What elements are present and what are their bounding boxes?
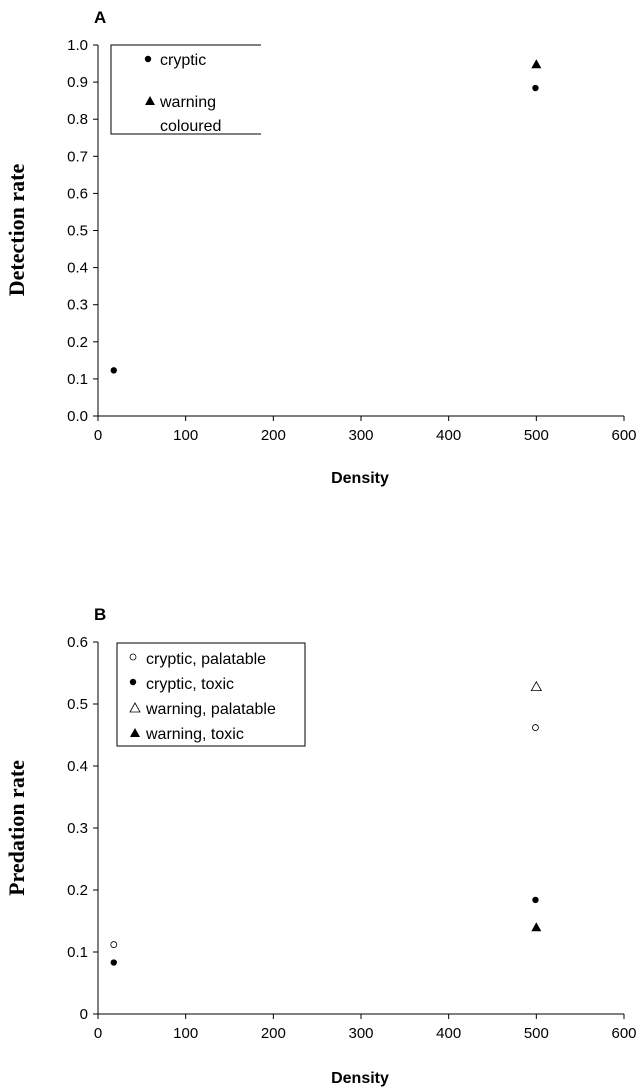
y-tick-label-b: 0.2 [67, 882, 88, 899]
x-tick-label-b: 600 [611, 1025, 636, 1042]
legend-frame-b [116, 642, 306, 747]
x-tick-label-b: 300 [348, 1025, 373, 1042]
legend-marker-cryptic-toxic [129, 678, 137, 686]
y-tick-label-b: 0.1 [67, 944, 88, 961]
legend-label-cryptic-toxic: cryptic, toxic [146, 676, 234, 693]
y-tick-label-b: 0.5 [67, 696, 88, 713]
x-tick-label-a: 300 [348, 427, 373, 444]
y-tick-label-a: 0.9 [67, 74, 88, 91]
y-tick-label-a: 0.6 [67, 185, 88, 202]
y-tick-label-a: 0.8 [67, 111, 88, 128]
chart-panel-a: A 0.0 0.1 0.2 0.3 0.4 0.5 0.6 0.7 0.8 0.9 1.0 0 100… [4, 8, 637, 487]
y-tick-label-a: 0.5 [67, 223, 88, 240]
x-tick-label-a: 100 [173, 427, 198, 444]
legend-a: cryptic warning coloured [110, 44, 261, 135]
data-point-cryptic-palatable [532, 724, 539, 731]
chart-panel-b: B 0 0.1 0.2 0.3 0.4 0.5 0.6 0 100 200 300 400 500 60… [4, 605, 637, 1087]
y-tick-label-b: 0.3 [67, 820, 88, 837]
x-tick-label-a: 0 [94, 427, 102, 444]
y-tick-label-a: 0.4 [67, 260, 88, 277]
x-tick-label-b: 200 [261, 1025, 286, 1042]
y-tick-label-a: 0.2 [67, 334, 88, 351]
y-tick-label-b: 0 [80, 1006, 88, 1023]
x-ticks-a: 0 100 200 300 400 500 600 [94, 416, 637, 444]
panel-label-a: A [94, 8, 106, 27]
legend-marker-warning-coloured [145, 96, 155, 105]
x-tick-label-b: 500 [524, 1025, 549, 1042]
x-tick-label-a: 400 [436, 427, 461, 444]
x-tick-label-b: 100 [173, 1025, 198, 1042]
data-point-warning-toxic [531, 922, 542, 932]
legend-label-warning-line1: warning [159, 94, 216, 111]
data-point-cryptic-toxic [110, 959, 117, 966]
x-axis-label-a: Density [331, 470, 389, 487]
data-point-cryptic [110, 367, 117, 374]
legend-label-cryptic: cryptic [160, 52, 206, 69]
data-point-cryptic-palatable [110, 941, 118, 948]
y-ticks-b: 0 0.1 0.2 0.3 0.4 0.5 0.6 [67, 634, 98, 1023]
x-tick-label-a: 600 [611, 427, 636, 444]
data-point-cryptic-toxic [532, 896, 539, 904]
y-axis-label-a: Detection rate [4, 164, 29, 297]
x-tick-label-a: 500 [524, 427, 549, 444]
y-tick-label-a: 0.0 [67, 408, 88, 425]
data-points-a [110, 59, 542, 374]
y-tick-label-a: 0.3 [67, 297, 88, 314]
data-point-warning-coloured [531, 59, 542, 69]
x-tick-label-b: 400 [436, 1025, 461, 1042]
legend-marker-warning-palatable [129, 702, 141, 713]
panel-label-b: B [94, 605, 106, 624]
y-tick-label-a: 0.1 [67, 371, 88, 388]
x-ticks-b: 0 100 200 300 400 500 600 [94, 1014, 637, 1042]
y-ticks-a: 0.0 0.1 0.2 0.3 0.4 0.5 0.6 0.7 0.8 0.9 1.0 [67, 37, 98, 425]
x-axis-label-b: Density [331, 1070, 389, 1087]
y-axis-label-b: Predation rate [4, 760, 29, 896]
legend-label-warning-palatable: warning, palatable [145, 701, 276, 718]
y-tick-label-a: 0.7 [67, 148, 88, 165]
legend-marker-warning-toxic [130, 728, 140, 737]
legend-marker-cryptic-palatable [129, 653, 137, 661]
y-tick-label-b: 0.6 [67, 634, 88, 651]
legend-label-cryptic-palatable: cryptic, palatable [146, 651, 266, 668]
data-point-warning-palatable [530, 680, 543, 692]
legend-label-warning-toxic: warning, toxic [145, 726, 244, 743]
x-tick-label-b: 0 [94, 1025, 102, 1042]
legend-b: cryptic, palatable cryptic, toxic warnin… [116, 642, 306, 747]
legend-frame-a [110, 44, 261, 135]
legend-label-warning-line2: coloured [160, 118, 221, 135]
legend-marker-cryptic [144, 55, 152, 63]
x-tick-label-a: 200 [261, 427, 286, 444]
data-point-cryptic [532, 84, 539, 92]
data-points-b [110, 680, 543, 966]
y-tick-label-b: 0.4 [67, 758, 88, 775]
y-tick-label-a: 1.0 [67, 37, 88, 54]
